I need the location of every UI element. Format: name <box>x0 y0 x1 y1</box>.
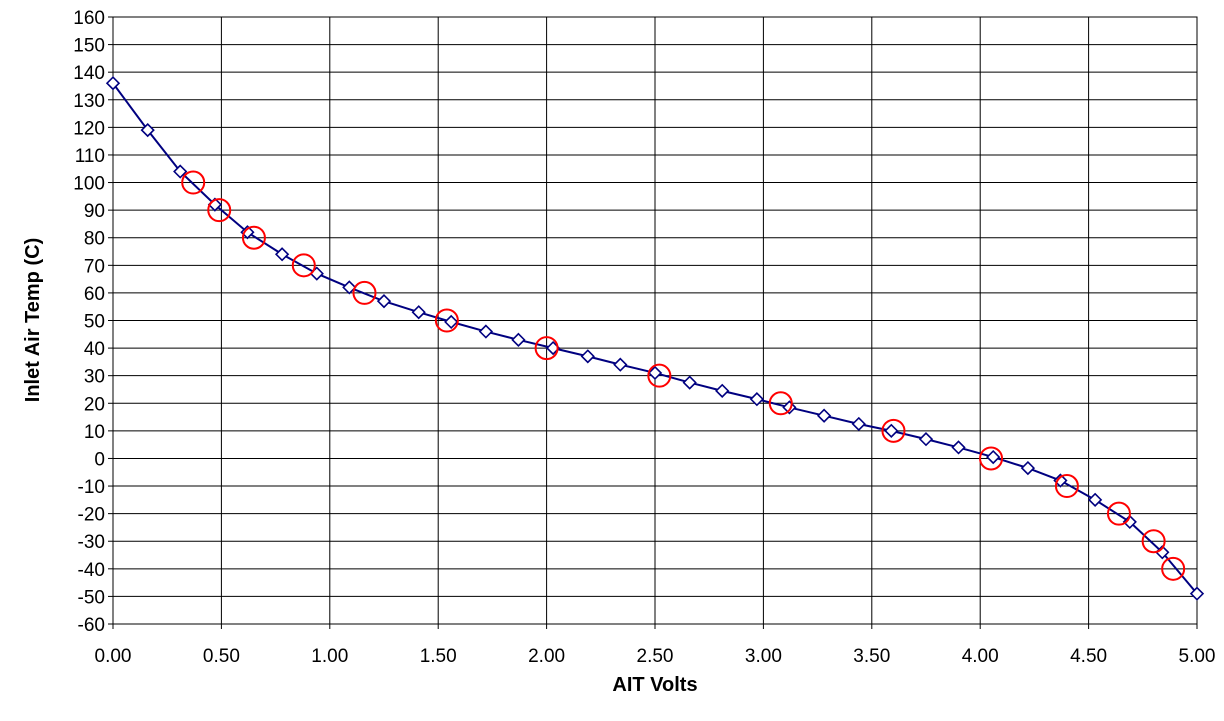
diamond-point <box>140 122 155 138</box>
x-tick-label: 5.00 <box>1179 646 1216 667</box>
diamond-point <box>511 332 526 347</box>
circle-marker <box>181 170 206 195</box>
y-tick-label: 40 <box>84 339 105 360</box>
diamond-point <box>274 247 290 262</box>
x-tick-label: 4.00 <box>962 646 999 667</box>
circle-marker <box>207 198 232 223</box>
diamond-point <box>1020 460 1036 476</box>
diamond-point <box>1087 492 1103 507</box>
y-tick-label: 30 <box>84 367 105 388</box>
x-axis-title: AIT Volts <box>612 674 697 696</box>
y-tick-label: 110 <box>75 146 105 167</box>
x-tick-label: 0.50 <box>203 646 240 667</box>
y-tick-label: -40 <box>78 560 105 581</box>
y-tick-label: 20 <box>84 394 105 415</box>
circle-marker <box>979 446 1004 471</box>
x-tick-label: 3.00 <box>745 646 782 667</box>
y-tick-label: -50 <box>78 587 105 608</box>
diamond-point <box>715 383 730 398</box>
y-tick-label: 70 <box>84 256 105 277</box>
x-tick-label: 0.00 <box>95 646 132 667</box>
circle-marker <box>647 363 672 388</box>
y-tick-label: 160 <box>73 8 105 29</box>
diamond-point <box>173 164 188 179</box>
circle-marker <box>1141 529 1166 554</box>
y-tick-label: 130 <box>73 91 105 112</box>
y-tick-label: -10 <box>78 477 105 498</box>
y-tick-label: -20 <box>78 505 105 526</box>
diamond-point <box>884 423 899 438</box>
series-0 <box>105 76 1205 601</box>
diamond-point <box>1122 514 1137 530</box>
y-tick-label: 100 <box>73 174 105 195</box>
circle-marker <box>1054 474 1079 499</box>
gridlines <box>112 16 1198 625</box>
diamond-point <box>613 357 628 372</box>
diamond-point <box>918 432 934 447</box>
circle-marker <box>291 253 316 278</box>
series-1 <box>181 170 1186 581</box>
diamond-point <box>749 392 765 407</box>
x-tick-label: 1.00 <box>311 646 348 667</box>
y-tick-label: 120 <box>73 118 105 139</box>
x-tick-label: 3.50 <box>853 646 890 667</box>
diamond-point <box>647 365 663 381</box>
series-layer <box>105 76 1205 601</box>
diamond-point <box>951 440 966 455</box>
y-tick-label: 150 <box>73 36 105 57</box>
diamond-point <box>682 375 697 390</box>
diamond-point <box>342 280 357 295</box>
diamond-point <box>444 314 459 330</box>
diamond-point <box>986 449 1001 465</box>
y-tick-label: -30 <box>78 532 105 553</box>
y-tick-label: 140 <box>73 63 105 84</box>
circle-marker <box>534 336 559 361</box>
circle-marker <box>352 280 377 305</box>
y-tick-label: 10 <box>84 422 105 443</box>
circle-marker <box>768 391 793 416</box>
diamond-point <box>105 76 121 91</box>
diamond-point <box>478 324 494 339</box>
diamond-point <box>1189 586 1205 601</box>
y-tick-labels: 1601501401301201101009080706050403020100… <box>73 8 113 636</box>
diamond-point <box>851 416 866 432</box>
circle-marker <box>1106 501 1131 526</box>
x-tick-label: 1.50 <box>420 646 457 667</box>
x-tick-labels: 0.00 0.50 1.00 1.50 2.00 2.50 3.00 3.50 4.00 4.50… <box>95 624 1216 667</box>
y-tick-label: -60 <box>78 615 105 636</box>
x-tick-label: 2.50 <box>637 646 674 667</box>
y-tick-label: 90 <box>84 201 105 222</box>
diamond-point <box>240 225 255 240</box>
diamond-point <box>1053 473 1068 488</box>
y-axis-title: Inlet Air Temp (C) <box>22 238 44 402</box>
circle-marker <box>881 418 906 443</box>
diamond-point <box>411 305 426 320</box>
x-tick-label: 4.50 <box>1070 646 1107 667</box>
y-tick-label: 60 <box>84 284 105 305</box>
diamond-point <box>376 294 392 309</box>
y-tick-label: 50 <box>84 312 105 333</box>
x-tick-label: 2.00 <box>528 646 565 667</box>
circle-marker <box>241 225 266 250</box>
y-tick-label: 80 <box>84 229 105 250</box>
circle-marker <box>434 308 459 333</box>
y-tick-label: 0 <box>94 449 105 470</box>
diamond-point <box>580 349 595 364</box>
circle-marker <box>1161 556 1186 581</box>
diamond-point <box>816 408 832 423</box>
